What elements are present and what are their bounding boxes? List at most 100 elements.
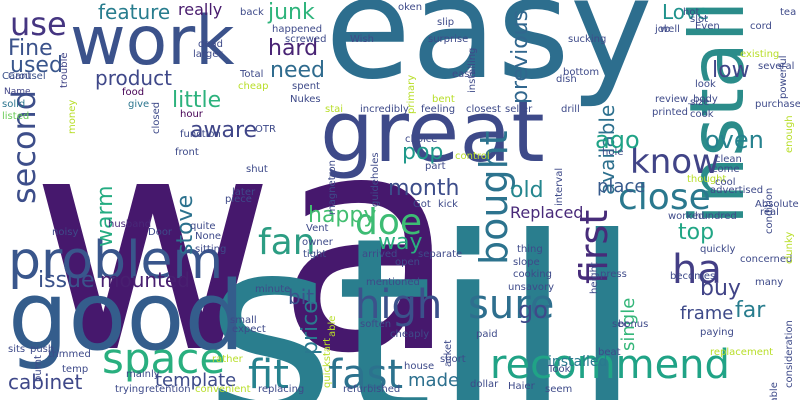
word-seller: seller <box>505 104 533 115</box>
word-nukes: Nukes <box>290 94 321 105</box>
word-owner: owner <box>302 237 333 248</box>
word-ago: ago <box>595 126 640 154</box>
word-product: product <box>95 66 172 90</box>
word-function: function <box>180 129 221 140</box>
word-cooking: cooking <box>513 269 552 280</box>
word-give: give <box>128 99 150 110</box>
word-dollar: dollar <box>470 379 499 390</box>
word-low: low <box>712 58 750 83</box>
word-printed: printed <box>652 107 688 118</box>
word-enough: enough <box>784 115 795 153</box>
word-total: Total <box>240 69 264 80</box>
word-problem: problem <box>8 231 224 291</box>
word-rather: rather <box>212 354 243 365</box>
word-unsavory: unsavory <box>508 282 555 293</box>
word-real: real <box>760 207 779 218</box>
word-mainly: mainly <box>126 369 160 380</box>
word-turntable: turntable <box>769 382 780 400</box>
word-sits: sits <box>8 344 26 355</box>
word-far: far <box>735 298 766 323</box>
word-screwed: screwed <box>285 34 327 45</box>
word-great: great <box>320 83 545 182</box>
word-cook: cook <box>690 109 714 120</box>
word-trouble: trouble <box>59 52 70 88</box>
word-condition: condition <box>764 187 775 234</box>
word-temp: temp <box>62 364 89 375</box>
word-old: old <box>510 178 544 203</box>
word-existing: existing <box>740 49 780 60</box>
word-minute: minute <box>255 284 291 295</box>
word-quickstart: quickstart <box>322 337 333 388</box>
word-ease: ease <box>452 69 476 80</box>
word-go: go <box>518 296 548 324</box>
word-larger: larger <box>193 49 223 60</box>
word-otr: OTR <box>255 124 276 135</box>
word-top: top <box>678 220 715 245</box>
word-clean: clean <box>715 154 742 165</box>
word-even: Even <box>695 21 720 32</box>
word-shut: shut <box>246 164 268 175</box>
word-quite: quite <box>190 221 216 232</box>
word-trying: trying <box>115 384 145 395</box>
word-closest: closest <box>466 104 501 115</box>
word-ha: ha <box>672 247 722 293</box>
word-easy: easy <box>325 0 653 111</box>
word-trimmed: trimmed <box>48 349 91 360</box>
word-haier: Haier <box>508 381 535 392</box>
word-sucking: sucking <box>568 34 607 45</box>
word-sure: sure <box>468 282 555 328</box>
word-piece: piece <box>225 194 252 205</box>
word-cord: cord <box>750 21 772 32</box>
word-part: part <box>425 161 446 172</box>
word-back: back <box>240 7 264 18</box>
word-burnt: burnt <box>33 355 44 382</box>
word-cant: Cant <box>8 71 32 82</box>
word-many: many <box>755 277 784 288</box>
word-kick: kick <box>438 199 458 210</box>
word-well: well <box>660 24 680 35</box>
word-slope: slope <box>513 257 540 268</box>
word-feeling: feeling <box>421 104 456 115</box>
word-size: size <box>690 97 710 108</box>
word-place: place <box>597 176 646 197</box>
word-feature: feature <box>98 0 171 24</box>
word-recommend: recommend <box>490 342 730 388</box>
word-dead: dead <box>198 39 223 50</box>
word-doe: doe <box>355 202 423 243</box>
word-soften: soften <box>360 319 392 330</box>
word-oven: oven <box>705 126 764 154</box>
word-becomes: becomes <box>670 271 716 282</box>
word-installed: installed <box>548 354 608 370</box>
word-fan: fan <box>258 222 316 263</box>
word-know: know <box>630 142 720 182</box>
word-replacing: replacing <box>258 384 305 395</box>
word-month: month <box>388 176 460 201</box>
word-able: able <box>327 315 338 337</box>
word-wish: Wish <box>350 34 374 45</box>
word-interval: interval <box>554 167 565 206</box>
word-clunky: clunky <box>784 231 795 264</box>
word-mounted: mounted <box>100 268 190 292</box>
word-surprise: surprise <box>428 34 469 45</box>
word-refurbished: refurbished <box>343 384 401 395</box>
word-replaced: Replaced <box>510 203 584 222</box>
word-hundred: hundred <box>695 211 737 222</box>
word-sec: sec <box>612 319 629 330</box>
word-later: later <box>232 187 256 198</box>
word-money: money <box>67 99 78 134</box>
word-need: need <box>270 58 325 83</box>
word-thought: thought <box>687 174 727 185</box>
word-push: push <box>30 344 55 355</box>
word-solid: solid <box>2 99 26 110</box>
word-price: price <box>298 300 323 355</box>
word-cool: cool <box>715 177 736 188</box>
word-still: still <box>205 184 642 400</box>
word-previous: previous <box>508 9 533 104</box>
word-consideration: consideration <box>784 320 795 388</box>
word-worked: worked <box>668 211 705 222</box>
word-hole: hole <box>602 147 624 158</box>
word-beat: beat <box>598 347 621 358</box>
word-carousel: Carousel <box>2 71 46 82</box>
word-closed: closed <box>151 101 162 134</box>
word-wa: wa <box>30 70 460 400</box>
